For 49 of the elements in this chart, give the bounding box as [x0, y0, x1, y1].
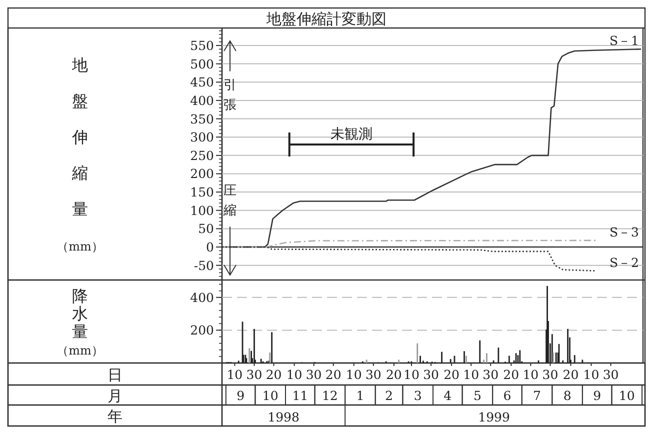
- x2-tick-label: 3: [414, 388, 422, 403]
- x-tick-label: 10: [583, 367, 600, 382]
- annotation: 未観測: [330, 126, 372, 142]
- x-tick-label: 30: [423, 367, 440, 382]
- x-tick-label: 30: [482, 367, 499, 382]
- x-tick-label: 30: [602, 367, 619, 382]
- x2-tick-label: 12: [322, 388, 338, 403]
- annotation: 引張: [224, 78, 236, 114]
- series-label: S－1: [609, 33, 639, 48]
- x-tick-label: 10: [346, 367, 362, 382]
- text: 1999: [478, 410, 510, 424]
- x2-tick-label: 9: [236, 388, 245, 403]
- x-tick-label: 30: [542, 367, 558, 382]
- x2-tick-label: 10: [618, 388, 635, 403]
- x-tick-label: 10: [226, 367, 243, 382]
- x-tick-label: 30: [246, 367, 262, 382]
- x2-tick-label: 8: [563, 388, 572, 403]
- text: 1998: [268, 410, 300, 424]
- x2-tick-label: 7: [533, 388, 542, 403]
- x-tick-label: 10: [286, 367, 302, 382]
- x-tick-label: 10: [522, 367, 539, 382]
- x2-tick-label: 5: [473, 388, 482, 403]
- x2-tick-label: 2: [385, 388, 394, 403]
- annotation: 圧縮: [222, 184, 236, 219]
- series-label: S－2: [609, 254, 639, 270]
- x-tick-label: 30: [306, 367, 322, 382]
- text: 年: [108, 408, 122, 426]
- chart-title: 地盤伸縮計変動図: [266, 10, 386, 28]
- x-tick-label: 10: [404, 367, 420, 382]
- y-tick-label: 200: [190, 322, 214, 338]
- x2-tick-label: 6: [503, 388, 512, 403]
- series-label: S－3: [609, 224, 640, 240]
- x2-tick-label: 4: [444, 388, 452, 403]
- x2-tick-label: 10: [262, 388, 278, 403]
- x-tick-label: 20: [325, 367, 342, 382]
- x2-tick-label: 11: [292, 388, 308, 403]
- x-tick-label: 20: [386, 367, 402, 382]
- x-tick-label: 30: [365, 367, 382, 382]
- x-tick-label: 20: [266, 367, 282, 382]
- y-tick-label: 400: [190, 290, 214, 305]
- x-tick-label: 20: [503, 367, 520, 382]
- x2-axis-title: 月: [108, 387, 122, 405]
- x-axis-title: 日: [108, 366, 122, 384]
- x-tick-label: 20: [444, 367, 460, 382]
- y-axis-title: 降水量（mm）: [56, 286, 104, 358]
- x2-tick-label: 9: [593, 388, 602, 403]
- x2-tick-label: 1: [356, 388, 364, 403]
- x-tick-label: 20: [562, 367, 579, 382]
- x-tick-label: 10: [463, 367, 480, 382]
